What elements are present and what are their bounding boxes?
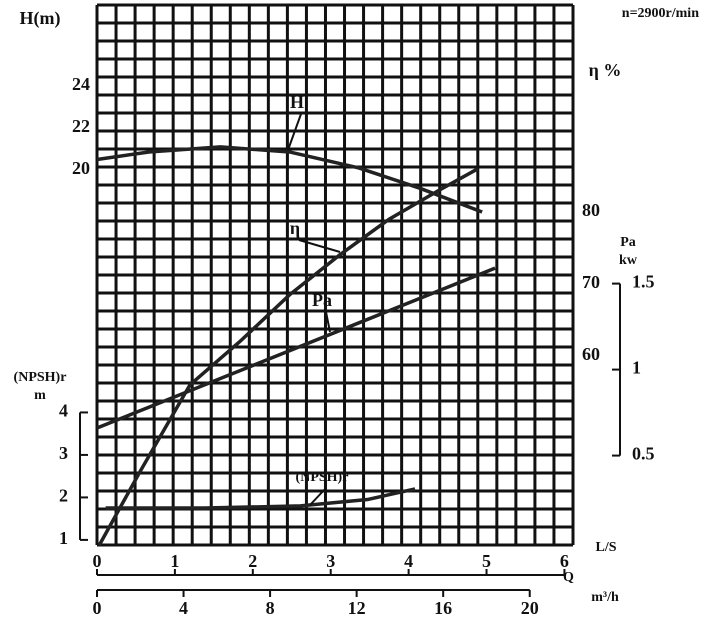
curve — [96, 266, 496, 430]
axis-label: H(m) — [20, 8, 61, 29]
curve — [96, 145, 483, 214]
x-tick-label: 0 — [93, 598, 102, 618]
leader-line — [287, 113, 302, 151]
y-tick-label: 2 — [59, 486, 68, 506]
x-tick-label: 16 — [434, 598, 452, 618]
x-tick-label: 8 — [266, 598, 275, 618]
leader-line — [325, 311, 331, 333]
y-tick-label: 1 — [632, 358, 641, 378]
y-tick-label: 80 — [582, 200, 600, 220]
y-tick-label: 24 — [72, 74, 90, 94]
axis-label: η % — [589, 60, 622, 80]
curve — [97, 167, 479, 547]
leader-line — [298, 239, 341, 253]
x2-tick-label: 1 — [170, 551, 179, 571]
x-tick-label: 12 — [348, 598, 366, 618]
x-label: Q — [563, 570, 574, 585]
axis-label: (NPSH)r — [14, 370, 67, 385]
y-tick-label: 3 — [59, 443, 68, 463]
x2-tick-label: 6 — [560, 551, 569, 571]
y-tick-label: 4 — [59, 401, 68, 421]
y-tick-label: 0.5 — [632, 444, 655, 464]
y-tick-label: 22 — [72, 116, 90, 136]
y-tick-label: 1 — [59, 528, 68, 548]
x2-tick-label: 0 — [93, 551, 102, 571]
x2-tick-label: 5 — [482, 551, 491, 571]
y-tick-label: 20 — [72, 158, 90, 178]
axis-label: kw — [619, 253, 638, 268]
leader-line — [309, 487, 327, 506]
x2-tick-label: 4 — [404, 551, 413, 571]
curve-label: η — [290, 218, 300, 238]
x-axis-label: m³/h — [591, 590, 619, 605]
curve — [105, 487, 416, 510]
curve-label: Pa — [312, 290, 332, 310]
curve-label: (NPSH)r — [296, 470, 349, 485]
y-tick-label: 70 — [582, 272, 600, 292]
chart-title: n=2900r/min — [622, 6, 699, 21]
x2-axis-label: L/S — [595, 540, 616, 555]
axis-label: Pa — [620, 235, 636, 250]
y-tick-label: 1.5 — [632, 272, 655, 292]
y-tick-label: 60 — [582, 344, 600, 364]
curve-label: H — [290, 92, 304, 112]
axis-label: m — [34, 388, 46, 403]
x-tick-label: 4 — [179, 598, 188, 618]
x2-tick-label: 2 — [248, 551, 257, 571]
x2-tick-label: 3 — [326, 551, 335, 571]
x-tick-label: 20 — [521, 598, 539, 618]
